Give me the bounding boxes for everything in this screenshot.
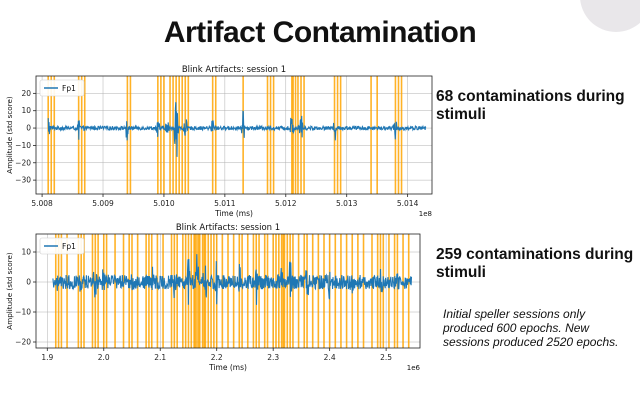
plot-frame: [35, 233, 421, 349]
y-tick-label: 10: [21, 106, 31, 115]
chart-title: Blink Artifacts: session 1: [182, 65, 286, 75]
x-tick-label: 2.0: [98, 353, 110, 362]
chart-2: 1.9 2.0 2.1 2.2 2.3 2.4 2.5 10 0 −10 −20 Blink Arti…: [5, 223, 421, 372]
legend-box: [39, 79, 85, 97]
fp1-signal-line: [52, 254, 413, 305]
legend-label: Fp1: [62, 242, 76, 251]
y-tick-label: 0: [26, 278, 31, 287]
x-offset-label: 1e6: [407, 364, 421, 372]
y-tick-label: 20: [21, 89, 31, 98]
y-tick-label: −20: [15, 158, 31, 167]
x-axis-label: Time (ms): [208, 363, 247, 372]
slide-title: Artifact Contamination: [163, 16, 477, 49]
x-tick-label: 2.5: [380, 353, 392, 362]
y-tick-label: −10: [15, 141, 31, 150]
x-tick-label: 2.3: [267, 353, 279, 362]
x-tick-label: 5.014: [397, 199, 419, 208]
x-tick-label: 5.012: [275, 199, 297, 208]
legend: Fp1: [39, 79, 85, 97]
x-offset-label: 1e8: [419, 210, 432, 218]
y-tick-label: −10: [15, 308, 31, 317]
y-axis-label: Amplitude (std score): [5, 252, 14, 330]
x-axis-label: Time (ms): [214, 209, 253, 218]
y-tick-label: −20: [15, 338, 31, 347]
chart-title: Blink Artifacts: session 1: [176, 223, 280, 233]
plot-area: [36, 234, 420, 348]
fp1-signal-line: [47, 102, 427, 157]
legend: Fp1: [39, 237, 85, 255]
x-tick-label: 5.008: [31, 199, 53, 208]
x-tick-label: 5.011: [214, 199, 236, 208]
contamination-note-top: 68 contaminations during stimuli: [436, 88, 625, 123]
y-axis-label: Amplitude (std score): [5, 96, 14, 174]
x-tick-label: 5.013: [336, 199, 358, 208]
legend-label: Fp1: [62, 84, 76, 93]
x-tick-label: 2.4: [324, 353, 336, 362]
plot-frame: [35, 75, 433, 195]
x-tick-label: 1.9: [41, 353, 53, 362]
y-tick-label: −30: [15, 176, 31, 185]
contamination-note-bottom: 259 contaminations during stimuli: [436, 246, 634, 281]
x-tick-label: 2.2: [211, 353, 223, 362]
legend-box: [39, 237, 85, 255]
x-tick-label: 5.010: [153, 199, 175, 208]
chart-1: 5.008 5.009 5.010 5.011 5.012 5.013 5.014 20 10 0…: [5, 65, 433, 218]
y-tick-label: 10: [21, 248, 31, 257]
y-tick-label: 0: [26, 124, 31, 133]
x-tick-label: 2.1: [154, 353, 166, 362]
epochs-footnote: Initial speller sessions only produced 6…: [443, 307, 619, 349]
x-tick-label: 5.009: [92, 199, 114, 208]
plot-area: [36, 76, 432, 194]
